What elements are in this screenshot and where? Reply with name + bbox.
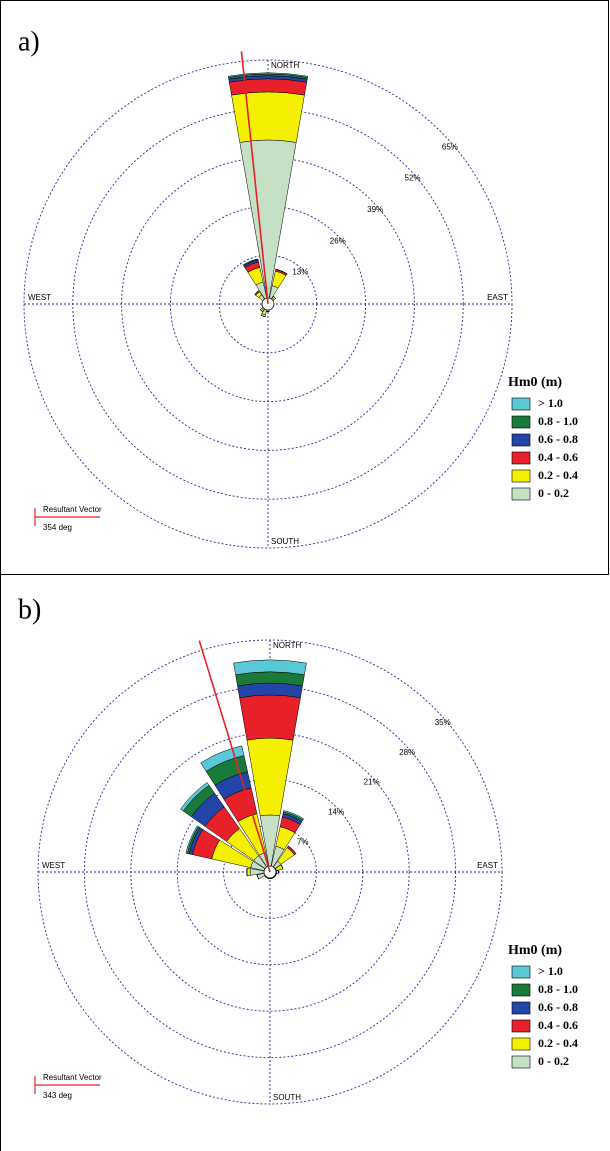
compass-label: SOUTH xyxy=(271,537,299,546)
legend-label: > 1.0 xyxy=(538,964,563,978)
compass-label: EAST xyxy=(477,861,498,870)
sector xyxy=(256,874,260,880)
r-tick-label: 52% xyxy=(405,174,421,183)
legend-label: 0 - 0.2 xyxy=(538,486,569,500)
sector xyxy=(180,782,210,812)
legend-swatch xyxy=(511,1019,531,1033)
legend-swatch xyxy=(511,397,531,411)
legend-label: 0.8 - 1.0 xyxy=(538,982,578,996)
legend-title: Hm0 (m) xyxy=(508,375,562,390)
sector xyxy=(275,268,288,275)
sector xyxy=(266,877,269,879)
sector xyxy=(185,825,199,854)
legend-swatch xyxy=(511,1055,531,1069)
legend-swatch xyxy=(511,415,531,429)
sector xyxy=(231,91,305,143)
legend-swatch xyxy=(511,1037,531,1051)
sector xyxy=(233,659,307,676)
legend-swatch xyxy=(511,433,531,447)
vector-legend-label: Resultant Vector xyxy=(43,1073,102,1082)
legend-swatch xyxy=(511,469,531,483)
legend-label: 0.6 - 0.8 xyxy=(538,432,578,446)
compass-label: WEST xyxy=(28,293,51,302)
sector xyxy=(283,810,305,821)
r-tick-label: 35% xyxy=(435,718,451,727)
compass-label: NORTH xyxy=(271,61,300,70)
panel-frame xyxy=(0,0,609,575)
legend-swatch xyxy=(511,1001,531,1015)
r-tick-label: 14% xyxy=(328,807,344,816)
legend-swatch xyxy=(511,451,531,465)
legend-label: 0.2 - 0.4 xyxy=(538,1036,578,1050)
legend-label: 0.6 - 0.8 xyxy=(538,1000,578,1014)
legend-label: > 1.0 xyxy=(538,396,563,410)
r-tick-label: 21% xyxy=(364,778,380,787)
sector xyxy=(275,873,277,876)
vector-legend-value: 354 deg xyxy=(43,523,72,532)
sector xyxy=(271,877,274,879)
vector-legend-value: 343 deg xyxy=(43,1091,72,1100)
r-tick-label: 28% xyxy=(399,748,415,757)
sector xyxy=(239,694,301,741)
legend-swatch xyxy=(511,965,531,979)
sector xyxy=(288,845,297,854)
legend-swatch xyxy=(511,983,531,997)
r-tick-label: 13% xyxy=(292,268,308,277)
legend-label: 0.8 - 1.0 xyxy=(538,414,578,428)
legend-swatch xyxy=(511,487,531,501)
sector xyxy=(246,867,251,877)
r-tick-label: 65% xyxy=(442,142,458,151)
legend-label: 0.2 - 0.4 xyxy=(538,468,578,482)
r-tick-label: 7% xyxy=(297,837,309,846)
sector xyxy=(280,864,284,870)
legend-label: 0 - 0.2 xyxy=(538,1054,569,1068)
resultant-vector xyxy=(198,640,271,873)
compass-label: SOUTH xyxy=(273,1093,301,1102)
panel-label: a) xyxy=(18,26,40,57)
legend-title: Hm0 (m) xyxy=(508,943,562,958)
vector-legend-label: Resultant Vector xyxy=(43,505,102,514)
sector xyxy=(273,875,276,878)
resultant-vector xyxy=(240,51,269,305)
compass-label: WEST xyxy=(42,861,65,870)
legend-label: 0.4 - 0.6 xyxy=(538,450,578,464)
r-tick-label: 26% xyxy=(330,236,346,245)
r-tick-label: 39% xyxy=(367,205,383,214)
compass-label: NORTH xyxy=(273,641,302,650)
sector xyxy=(264,875,267,878)
legend-label: 0.4 - 0.6 xyxy=(538,1018,578,1032)
sector xyxy=(239,139,297,305)
panel-label: b) xyxy=(18,594,41,625)
compass-label: EAST xyxy=(487,293,508,302)
